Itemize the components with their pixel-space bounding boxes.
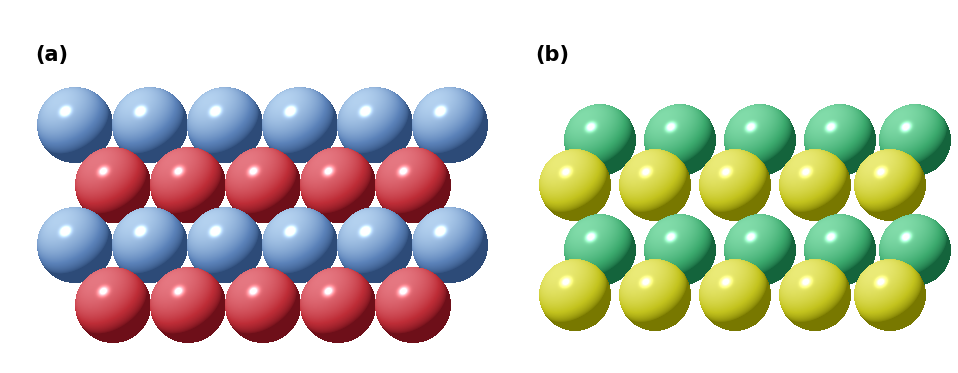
Text: (b): (b) — [535, 45, 569, 65]
Text: (a): (a) — [35, 45, 68, 65]
